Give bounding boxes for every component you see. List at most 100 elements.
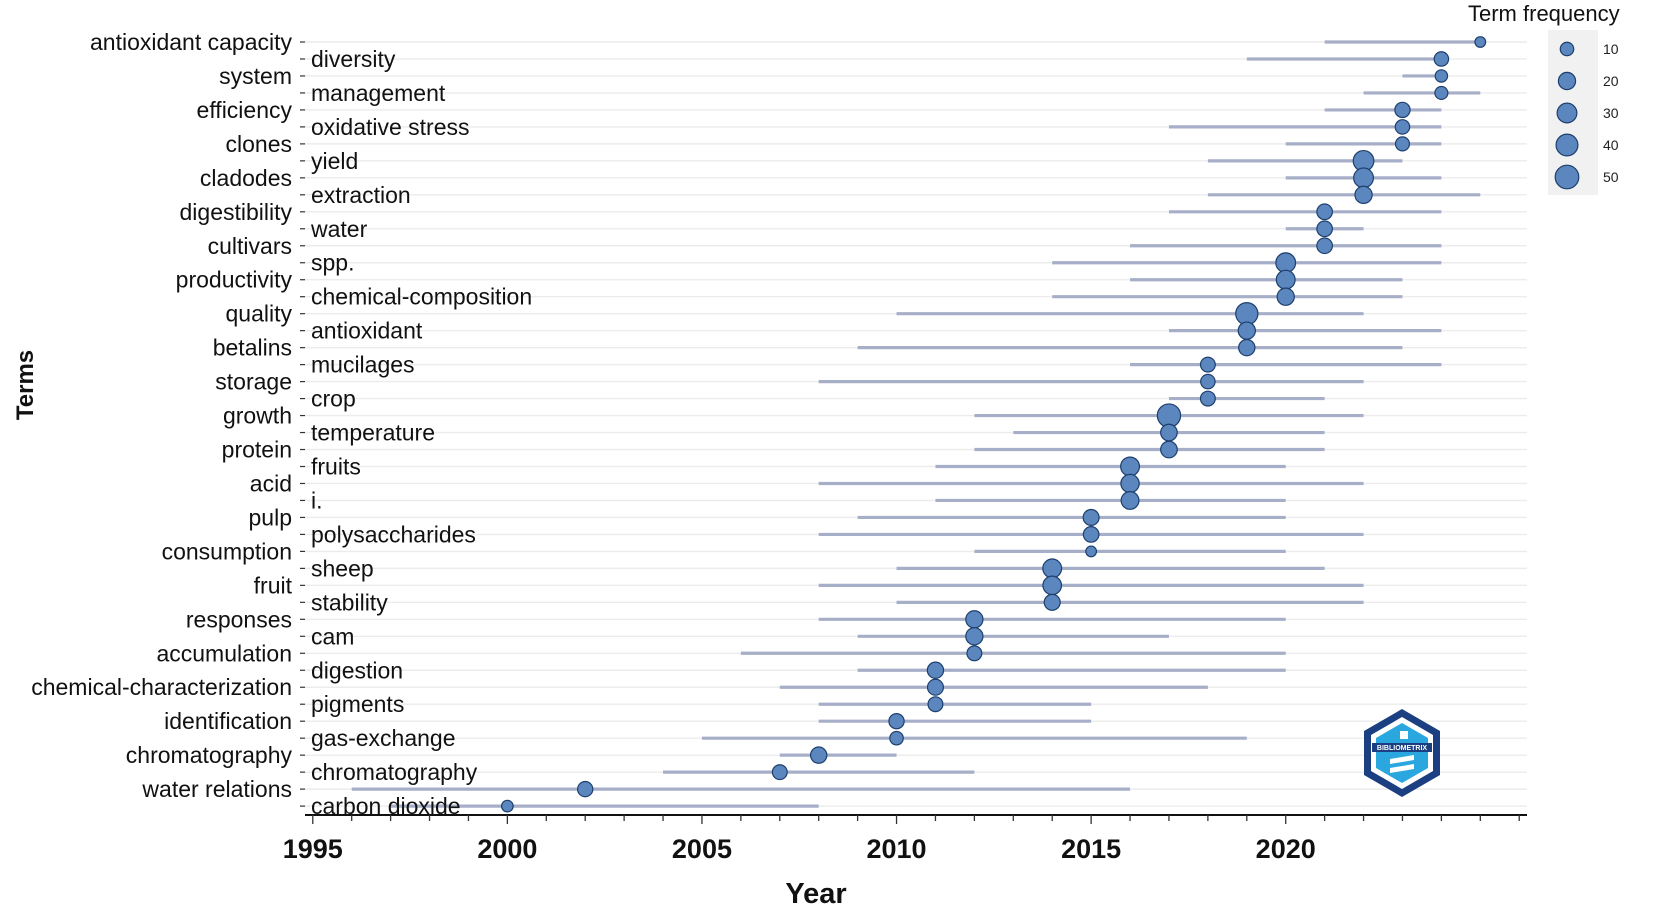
term-label: productivity <box>176 267 293 293</box>
term-bubble <box>1199 356 1216 373</box>
term-bubble <box>1316 203 1334 221</box>
legend-bubble <box>1554 164 1580 190</box>
term-label: fruits <box>311 454 361 480</box>
term-label: protein <box>222 437 292 463</box>
legend-title: Term frequency <box>1468 1 1620 26</box>
term-label: cladodes <box>200 165 292 191</box>
legend-bubble <box>1556 102 1578 124</box>
term-bubble <box>1237 321 1256 340</box>
term-label: quality <box>226 301 293 327</box>
term-label: storage <box>215 369 292 395</box>
gridlines <box>305 41 1527 807</box>
logo-text: BIBLIOMETRIX <box>1377 745 1427 752</box>
term-bubble <box>1199 390 1216 407</box>
term-bubble <box>889 730 904 746</box>
term-bubble <box>926 661 945 679</box>
term-bubble <box>1394 101 1411 119</box>
term-bubble <box>927 696 944 713</box>
term-bubble <box>1434 85 1449 101</box>
term-bubble <box>1353 167 1375 189</box>
term-bubble <box>1434 69 1449 83</box>
x-tick-label: 2000 <box>477 834 537 864</box>
term-bubble <box>1276 287 1295 306</box>
term-bubble <box>500 799 514 813</box>
term-bubble <box>1082 508 1100 526</box>
term-label: digestibility <box>180 199 293 225</box>
x-axis: 1995 2000 2005 2010 2015 2020 <box>283 814 1527 864</box>
term-label: yield <box>311 148 358 174</box>
term-label: pigments <box>311 691 404 717</box>
term-bubble <box>1200 373 1216 390</box>
legend-value: 10 <box>1603 41 1619 57</box>
term-bubble <box>1043 593 1061 611</box>
legend-bubble <box>1559 41 1575 57</box>
bibliometrix-logo: BIBLIOMETRIX <box>1364 709 1440 797</box>
term-bubble <box>809 746 828 764</box>
term-label: polysaccharides <box>311 521 476 547</box>
term-bubble <box>966 645 983 662</box>
term-label: identification <box>164 708 292 734</box>
term-label: accumulation <box>156 640 292 666</box>
term-bubble <box>1120 490 1140 510</box>
term-bubble <box>1160 440 1178 459</box>
legend-value: 20 <box>1603 73 1619 89</box>
term-label: sheep <box>311 555 374 581</box>
logo-bars-icon <box>1390 731 1414 773</box>
legend-value: 50 <box>1603 169 1619 185</box>
term-bubble <box>1238 338 1256 357</box>
term-label: antioxidant capacity <box>90 29 293 55</box>
term-bubble <box>1120 456 1141 477</box>
term-bubble <box>1394 119 1411 135</box>
term-bubbles <box>500 36 1487 813</box>
term-label: crop <box>311 386 356 412</box>
term-bubble <box>965 627 984 646</box>
term-label: temperature <box>311 420 435 446</box>
x-tick-label: 1995 <box>283 834 343 864</box>
term-label: efficiency <box>197 97 293 123</box>
term-bubble <box>965 610 984 629</box>
term-label: cultivars <box>208 233 292 259</box>
term-label: management <box>311 80 446 106</box>
x-tick-label: 2015 <box>1061 834 1121 864</box>
term-label: spp. <box>311 250 354 276</box>
term-bubble <box>1042 575 1063 596</box>
term-bubble <box>1082 526 1100 543</box>
term-label: mucilages <box>311 352 415 378</box>
size-legend: Term frequency 10 20 30 40 50 <box>1468 1 1620 195</box>
term-bubble <box>1394 136 1411 152</box>
term-bubble <box>1042 558 1063 579</box>
term-label: digestion <box>311 657 403 683</box>
term-label: cam <box>311 623 354 649</box>
y-axis-title: Terms <box>12 350 39 420</box>
term-label: consumption <box>162 538 292 564</box>
term-bubble <box>1433 51 1450 67</box>
term-bubble <box>1354 185 1373 205</box>
term-bubble <box>1085 545 1098 558</box>
term-spans <box>351 40 1481 808</box>
term-bubble <box>926 678 945 696</box>
x-tick-label: 2010 <box>867 834 927 864</box>
term-label: acid <box>250 470 292 496</box>
term-label: water relations <box>141 776 292 802</box>
term-label: i. <box>311 487 323 513</box>
term-label: system <box>219 63 292 89</box>
logo-core-hexagon <box>1376 723 1428 783</box>
term-label: gas-exchange <box>311 725 456 751</box>
x-tick-label: 2005 <box>672 834 732 864</box>
legend-value: 30 <box>1603 105 1619 121</box>
term-label: extraction <box>311 182 411 208</box>
term-label: clones <box>226 131 292 157</box>
term-bubble <box>1316 220 1334 238</box>
term-label: growth <box>223 403 292 429</box>
term-bubble <box>1120 473 1140 494</box>
term-label: stability <box>311 589 388 615</box>
term-bubble <box>1474 36 1487 48</box>
term-bubble <box>888 713 905 730</box>
term-label: chromatography <box>311 759 478 785</box>
term-label: chemical-composition <box>311 284 532 310</box>
term-label: fruit <box>254 572 293 598</box>
term-label: chemical-characterization <box>31 674 292 700</box>
term-label: pulp <box>249 504 292 530</box>
term-label: water <box>310 216 368 242</box>
term-label: responses <box>186 606 292 632</box>
